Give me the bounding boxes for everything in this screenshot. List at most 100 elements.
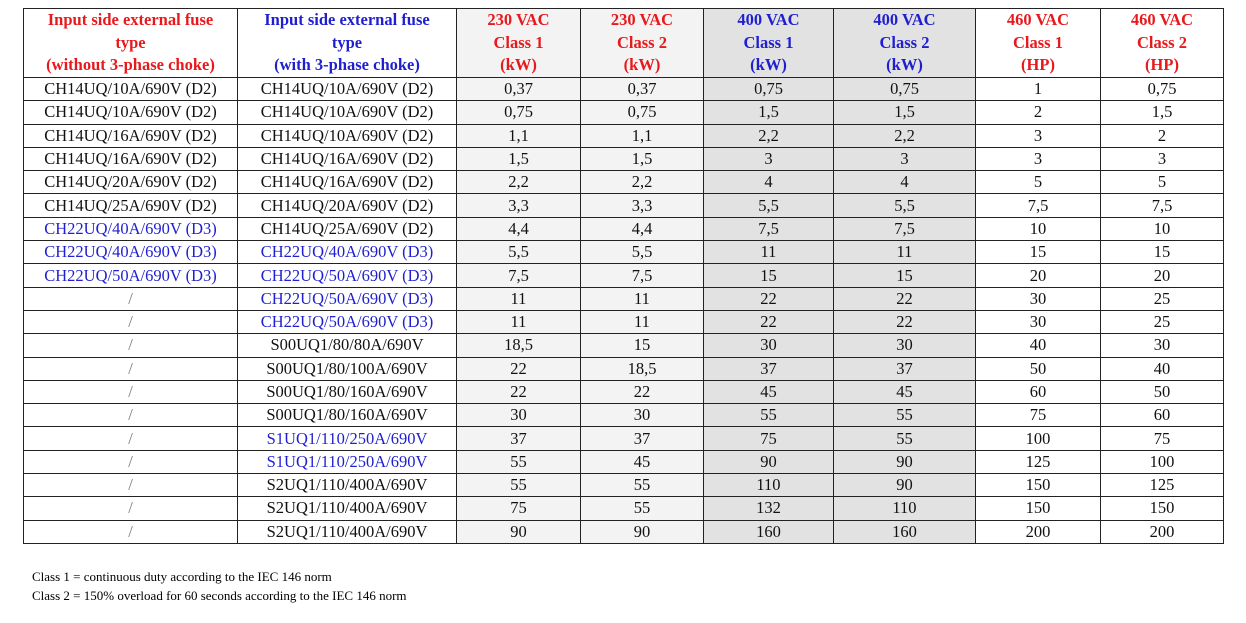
table-cell: 2	[1100, 123, 1224, 148]
table-cell: /	[23, 473, 238, 498]
table-cell: 90	[833, 473, 976, 498]
table-cell: 200	[975, 519, 1101, 544]
table-cell: 200	[1100, 519, 1224, 544]
table-cell: 20	[975, 263, 1101, 288]
table-cell: 125	[1100, 473, 1224, 498]
table-cell: CH22UQ/50A/690V (D3)	[237, 286, 457, 311]
table-cell: /	[23, 449, 238, 475]
table-row: / S2UQ1/110/400A/690V 75 55 132 110 150 150	[23, 496, 1224, 521]
table-cell: S00UQ1/80/80A/690V	[237, 333, 457, 358]
column-header: 400 VAC Class 1 (kW)	[703, 8, 834, 78]
table-cell: 4	[833, 170, 976, 195]
table-cell: 7,5	[833, 216, 976, 242]
table-cell: 0,75	[703, 76, 834, 102]
table-cell: 75	[456, 496, 581, 521]
column-header: 230 VAC Class 2 (kW)	[580, 8, 704, 78]
table-cell: 150	[975, 496, 1101, 521]
table-cell: 11	[703, 240, 834, 265]
table-cell: 125	[975, 449, 1101, 475]
table-cell: 37	[833, 356, 976, 381]
table-row: / S00UQ1/80/160A/690V 30 30 55 55 75 60	[23, 403, 1224, 428]
table-cell: 100	[975, 426, 1101, 451]
table-cell: 1,5	[703, 100, 834, 125]
table-cell: 11	[580, 286, 704, 311]
table-row: CH14UQ/25A/690V (D2) CH14UQ/20A/690V (D2)…	[23, 193, 1224, 218]
table-cell: 90	[456, 519, 581, 544]
table-cell: S1UQ1/110/250A/690V	[237, 449, 457, 475]
header-row: Input side external fuse type (without 3…	[23, 8, 1224, 78]
table-cell: 0,37	[580, 76, 704, 102]
column-header: 460 VAC Class 1 (HP)	[975, 8, 1101, 78]
table-cell: S2UQ1/110/400A/690V	[237, 473, 457, 498]
table-cell: 0,37	[456, 76, 581, 102]
table-cell: 37	[456, 426, 581, 451]
table-cell: /	[23, 403, 238, 428]
table-cell: 3	[975, 146, 1101, 172]
table-row: CH14UQ/20A/690V (D2) CH14UQ/16A/690V (D2)…	[23, 170, 1224, 195]
table-cell: 45	[580, 449, 704, 475]
table-cell: CH14UQ/10A/690V (D2)	[23, 100, 238, 125]
table-cell: S1UQ1/110/250A/690V	[237, 426, 457, 451]
table-cell: 7,5	[456, 263, 581, 288]
table-cell: 1	[975, 76, 1101, 102]
table-cell: 4,4	[456, 216, 581, 242]
table-cell: CH14UQ/10A/690V (D2)	[23, 76, 238, 102]
table-cell: 60	[1100, 403, 1224, 428]
table-cell: 2	[975, 100, 1101, 125]
table-cell: 3	[703, 146, 834, 172]
table-cell: /	[23, 356, 238, 381]
table-cell: 30	[975, 286, 1101, 311]
table-cell: 22	[833, 286, 976, 311]
table-cell: S00UQ1/80/100A/690V	[237, 356, 457, 381]
table-cell: 5,5	[580, 240, 704, 265]
table-cell: CH14UQ/20A/690V (D2)	[23, 170, 238, 195]
table-cell: 4,4	[580, 216, 704, 242]
table-body: CH14UQ/10A/690V (D2) CH14UQ/10A/690V (D2)…	[23, 76, 1224, 544]
column-header: 460 VAC Class 2 (HP)	[1100, 8, 1224, 78]
table-cell: 1,1	[580, 123, 704, 148]
table-cell: 11	[833, 240, 976, 265]
table-cell: 30	[833, 333, 976, 358]
column-header: 230 VAC Class 1 (kW)	[456, 8, 581, 78]
table-cell: 75	[975, 403, 1101, 428]
table-row: / S1UQ1/110/250A/690V 37 37 75 55 100 75	[23, 426, 1224, 451]
table-cell: 10	[1100, 216, 1224, 242]
table-cell: CH22UQ/40A/690V (D3)	[23, 216, 238, 242]
table-cell: 30	[580, 403, 704, 428]
table-row: CH22UQ/50A/690V (D3) CH22UQ/50A/690V (D3)…	[23, 263, 1224, 288]
table-cell: 22	[703, 286, 834, 311]
table-cell: /	[23, 519, 238, 544]
note: Class 1 = continuous duty according to t…	[32, 569, 332, 584]
table-cell: 50	[1100, 379, 1224, 405]
table-cell: 7,5	[580, 263, 704, 288]
table-cell: CH14UQ/16A/690V (D2)	[237, 146, 457, 172]
table-row: / S00UQ1/80/160A/690V 22 22 45 45 60 50	[23, 379, 1224, 405]
table-cell: CH14UQ/16A/690V (D2)	[23, 123, 238, 148]
table-cell: 100	[1100, 449, 1224, 475]
table-row: / S00UQ1/80/80A/690V 18,5 15 30 30 40 30	[23, 333, 1224, 358]
table-cell: 11	[580, 309, 704, 335]
table-cell: 3	[975, 123, 1101, 148]
table-cell: /	[23, 333, 238, 358]
table-cell: 90	[703, 449, 834, 475]
table-cell: 2,2	[580, 170, 704, 195]
table-cell: 37	[580, 426, 704, 451]
table-cell: 15	[975, 240, 1101, 265]
table-cell: CH14UQ/10A/690V (D2)	[237, 123, 457, 148]
table-cell: CH14UQ/16A/690V (D2)	[237, 170, 457, 195]
table-cell: /	[23, 309, 238, 335]
table-cell: CH14UQ/10A/690V (D2)	[237, 100, 457, 125]
table-cell: 0,75	[580, 100, 704, 125]
table-cell: /	[23, 286, 238, 311]
table-cell: 160	[703, 519, 834, 544]
table-cell: 1,1	[456, 123, 581, 148]
table-cell: 5,5	[456, 240, 581, 265]
notes: Class 1 = continuous duty according to t…	[32, 567, 407, 605]
table-cell: 15	[703, 263, 834, 288]
table-cell: 55	[833, 403, 976, 428]
table-cell: CH14UQ/20A/690V (D2)	[237, 193, 457, 218]
table-cell: 1,5	[580, 146, 704, 172]
column-header: 400 VAC Class 2 (kW)	[833, 8, 976, 78]
table-cell: 37	[703, 356, 834, 381]
table-cell: 150	[1100, 496, 1224, 521]
